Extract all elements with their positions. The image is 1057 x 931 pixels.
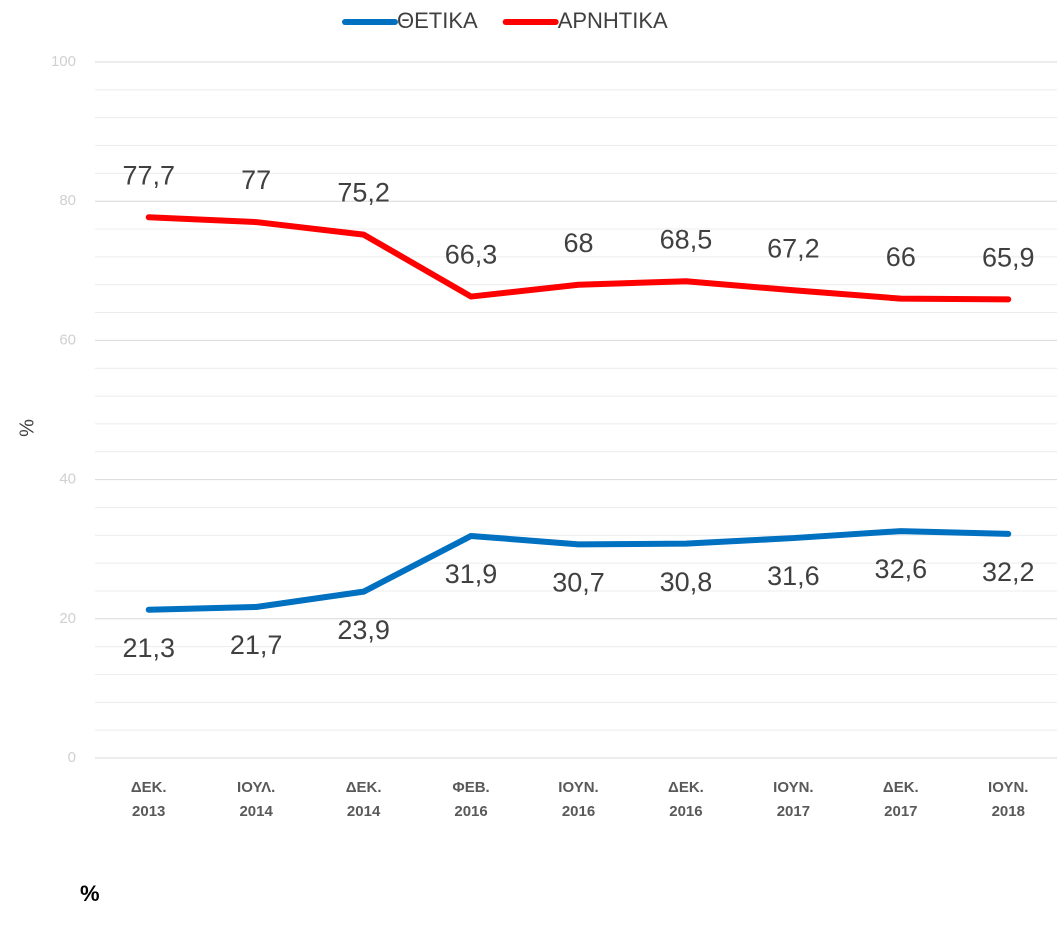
data-label: 66,3 (445, 240, 498, 270)
data-label: 77 (241, 165, 271, 195)
y-tick-label: 20 (59, 610, 76, 627)
data-label: 68,5 (660, 224, 713, 254)
x-tick-label: ΙΟΥΝ. 2018 (988, 779, 1028, 820)
x-tick-label: ΔΕΚ. 2016 (668, 779, 704, 820)
y-tick-label: 40 (59, 471, 76, 488)
data-label: 65,9 (982, 242, 1035, 272)
data-label: 75,2 (337, 178, 390, 208)
x-tick-label: ΦΕΒ. 2016 (452, 779, 489, 820)
data-label: 21,7 (230, 630, 283, 660)
x-tick-label: ΔΕΚ. 2013 (131, 779, 167, 820)
y-tick-label: 60 (59, 331, 76, 348)
y-tick-label: 100 (51, 53, 76, 70)
legend-label: ΑΡΝΗΤΙΚΑ (558, 8, 668, 33)
footer: % (80, 881, 100, 906)
data-label: 31,9 (445, 559, 498, 589)
data-label: 67,2 (767, 233, 820, 263)
data-label: 30,7 (552, 567, 605, 597)
x-tick-label: ΔΕΚ. 2017 (883, 779, 919, 820)
legend-label: ΘΕΤΙΚΑ (397, 8, 478, 33)
y-axis-label: % (16, 419, 38, 437)
data-label: 66 (886, 242, 916, 272)
data-label: 23,9 (337, 615, 390, 645)
data-label: 32,2 (982, 557, 1035, 587)
data-label: 31,6 (767, 561, 820, 591)
series-line (145, 528, 1012, 613)
x-tick-label: ΙΟΥΝ. 2016 (558, 779, 598, 820)
data-label: 77,7 (122, 160, 175, 190)
data-label: 32,6 (875, 554, 928, 584)
y-tick-label: 0 (68, 749, 76, 766)
x-tick-label: ΙΟΥΛ. 2014 (237, 779, 275, 820)
y-tick-label: 80 (59, 192, 76, 209)
series-line (145, 214, 1012, 303)
data-label: 68 (563, 228, 593, 258)
x-tick-label: ΙΟΥΝ. 2017 (773, 779, 813, 820)
x-tick-label: ΔΕΚ. 2014 (346, 779, 382, 820)
data-label: 21,3 (122, 633, 175, 663)
data-label: 30,8 (660, 567, 713, 597)
